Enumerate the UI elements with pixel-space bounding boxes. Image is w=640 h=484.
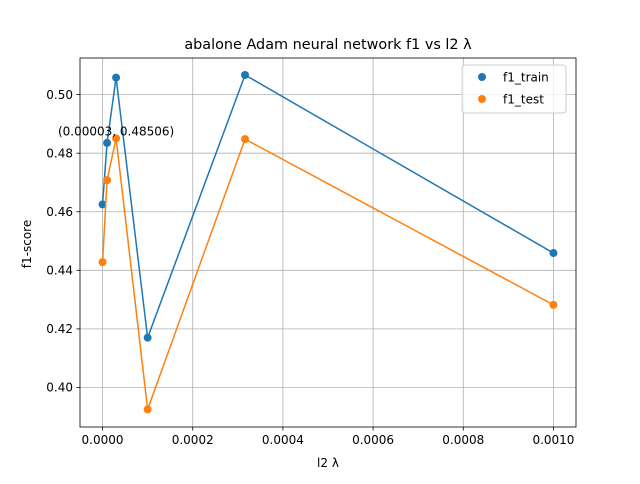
plot-frame — [79, 57, 577, 428]
y-tick-label: 0.46 — [46, 205, 73, 219]
x-tick-label: 0.0004 — [262, 433, 304, 447]
data-point-f1-test — [112, 134, 121, 143]
x-axis-label: l2 λ — [317, 456, 339, 470]
y-tick-label: 0.40 — [46, 381, 73, 395]
x-tick-label: 0.0002 — [172, 433, 214, 447]
data-point-f1-test — [549, 300, 558, 309]
x-tick-label: 0.0006 — [352, 433, 394, 447]
data-point-f1-train — [549, 249, 558, 258]
x-tick-label: 0.0010 — [532, 433, 574, 447]
x-tick-label: 0.0000 — [82, 433, 124, 447]
x-tick-label: 0.0008 — [442, 433, 484, 447]
chart-title: abalone Adam neural network f1 vs l2 λ — [184, 37, 472, 53]
data-point-f1-train — [112, 73, 121, 82]
data-point-f1-train — [103, 138, 112, 147]
data-point-f1-test — [143, 405, 152, 414]
data-point-f1-train — [98, 200, 107, 209]
series-line-f1-train — [101, 74, 554, 339]
y-tick-label: 0.42 — [46, 322, 73, 336]
legend-label-f1-test: f1_test — [503, 93, 544, 107]
data-point-f1-train — [241, 70, 250, 79]
data-annotation: (0.00003, 0.48506) — [58, 124, 174, 138]
data-point-f1-test — [241, 135, 250, 144]
y-axis-label: f1-score — [20, 220, 34, 268]
legend-box — [461, 64, 567, 114]
legend-marker-f1-test — [478, 95, 486, 103]
data-point-f1-test — [98, 258, 107, 267]
y-tick-label: 0.44 — [46, 264, 73, 278]
data-point-f1-test — [103, 176, 112, 185]
legend-marker-f1-train — [478, 73, 486, 81]
data-point-f1-train — [143, 333, 152, 342]
y-tick-label: 0.48 — [46, 146, 73, 160]
series-line-f1-test — [101, 137, 554, 411]
y-tick-label: 0.50 — [46, 88, 73, 102]
legend-label-f1-train: f1_train — [503, 71, 549, 85]
